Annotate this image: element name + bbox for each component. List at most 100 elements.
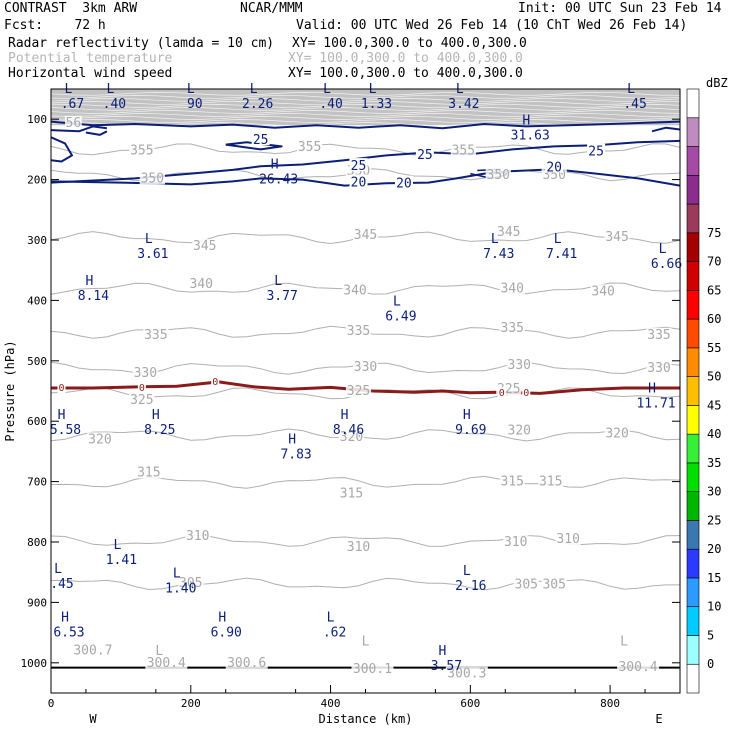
wind-contour-30-east (651, 126, 680, 133)
speed-extremum-value: 8.14 (78, 289, 109, 304)
theta-label: 56 (66, 116, 82, 131)
reflectivity-label-bg (522, 386, 531, 398)
field2-name: Potential temperature (8, 51, 173, 66)
colorbar-level-label: 60 (707, 312, 721, 326)
theta-label: 345 (497, 225, 520, 240)
speed-contour-label-bg (349, 158, 368, 172)
colorbar-swatch (686, 290, 700, 320)
speed-extremum-marker: H (522, 113, 530, 128)
theta-label: 320 (340, 430, 363, 445)
theta-label: 355 (298, 140, 321, 155)
y-tick-label: 900 (27, 596, 47, 609)
theta-label: 340 (343, 284, 366, 299)
theta-label: 310 (347, 540, 370, 555)
colorbar-level-label: 75 (707, 226, 721, 240)
colorbar-level-label: 0 (707, 657, 714, 671)
colorbar-level-label: 35 (707, 456, 721, 470)
valid-time: Valid: 00 UTC Wed 26 Feb 14 (10 ChT Wed … (296, 18, 688, 33)
field3-name: Horizontal wind speed (8, 66, 173, 81)
colorbar-swatch (686, 318, 700, 349)
colorbar-swatch (686, 433, 700, 464)
wind-contour-25-loop (225, 141, 283, 151)
reflectivity-label: 0 (499, 388, 505, 399)
theta-label-bg (178, 576, 204, 590)
theta-label: 340 (501, 281, 524, 296)
speed-extremum-value: 5.58 (50, 423, 81, 438)
theta-label: 345 (605, 230, 628, 245)
speed-extremum-value: .67 (61, 97, 84, 112)
forecast-hour: Fcst: 72 h (4, 18, 106, 33)
speed-extremum-value: 6.53 (53, 626, 84, 641)
speed-extremum-marker: H (438, 644, 446, 659)
speed-extremum-marker: H (58, 408, 66, 423)
theta-label-bg (225, 655, 268, 669)
speed-extremum-value: 11.71 (636, 397, 675, 412)
x-tick-label: 200 (181, 697, 201, 710)
reflectivity-label: 0 (212, 377, 218, 388)
theta-label-bg (496, 225, 522, 239)
theta-label: 315 (501, 475, 524, 490)
speed-extremum-marker: L (491, 232, 499, 247)
theta-label-bg (192, 239, 218, 253)
reflectivity-label: 0 (58, 383, 64, 394)
upper-isentrope-line (51, 107, 680, 111)
reflectivity-contour (51, 380, 680, 395)
y-tick-label: 200 (27, 174, 47, 187)
speed-extremum-value: 3.61 (137, 247, 168, 262)
wind-contour-west-loop (85, 130, 108, 136)
colorbar-swatch (686, 232, 700, 262)
y-tick-label: 500 (27, 355, 47, 368)
theta-label-bg (485, 167, 511, 181)
theta-label: 310 (556, 532, 579, 547)
speed-extremum-marker: L (187, 82, 195, 97)
speed-contour-label: 25 (253, 133, 269, 148)
speed-contour-label-bg (545, 159, 564, 173)
field2-xy: XY= 100.0,300.0 to 400.0,300.0 (288, 51, 523, 66)
theta-label-bg (132, 365, 158, 379)
speed-contour-label: 20 (396, 177, 412, 192)
colorbar-swatch (686, 462, 700, 492)
theta-label: 350 (487, 168, 510, 183)
init-time: Init: 00 UTC Sun 23 Feb 14 (518, 1, 722, 16)
speed-contour-label: 25 (417, 148, 433, 163)
speed-extremum-value: 7.43 (483, 247, 514, 262)
y-tick-label: 600 (27, 415, 47, 428)
speed-extremum-value: 8.25 (144, 423, 175, 438)
colorbar-level-label: 55 (707, 341, 721, 355)
colorbar-level-label: 50 (707, 370, 721, 384)
speed-extremum-value: 6.49 (385, 310, 416, 325)
theta-label: 305 (515, 577, 538, 592)
speed-extremum-value: 2.26 (242, 97, 273, 112)
speed-extremum-marker: L (65, 82, 73, 97)
colorbar-swatch (686, 606, 700, 636)
colorbar-level-label: 65 (707, 283, 721, 297)
theta-label: 325 (130, 393, 153, 408)
speed-contour-label: 20 (546, 160, 562, 175)
wind-contour-25-west (51, 136, 73, 163)
theta-label: 300.4 (618, 660, 657, 675)
theta-label-bg (143, 327, 169, 341)
theta-label: 300.6 (227, 656, 266, 671)
reflectivity-label: 0 (139, 383, 145, 394)
colorbar-level-label: 10 (707, 600, 721, 614)
wind-contour-30-west (51, 125, 108, 133)
theta-label-bg (352, 359, 379, 373)
speed-extremum-marker: L (554, 232, 562, 247)
upper-isentrope-line (51, 110, 680, 114)
speed-extremum-value: 2.16 (455, 579, 486, 594)
speed-extremum-marker: H (271, 158, 279, 173)
colorbar-unit: dBZ (706, 76, 728, 90)
y-tick-label: 700 (27, 476, 47, 489)
colorbar: 0 5 10 15 20 25 30 35 40 45 50 55 60 65 70 75 dBZ (686, 76, 728, 694)
reflectivity-contour-0 (51, 380, 680, 395)
colorbar-level-label: 45 (707, 398, 721, 412)
theta-label-bg (604, 426, 630, 440)
theta-label-bg (604, 229, 630, 243)
speed-extremum-value: 26.43 (259, 173, 298, 188)
theta-label: 350 (141, 171, 164, 186)
colorbar-swatch (686, 88, 700, 119)
speed-extremum-marker: H (648, 382, 656, 397)
upper-isentrope-line (51, 116, 680, 120)
colorbar-level-label: 5 (707, 628, 714, 642)
speed-extremum-marker: L (393, 295, 401, 310)
